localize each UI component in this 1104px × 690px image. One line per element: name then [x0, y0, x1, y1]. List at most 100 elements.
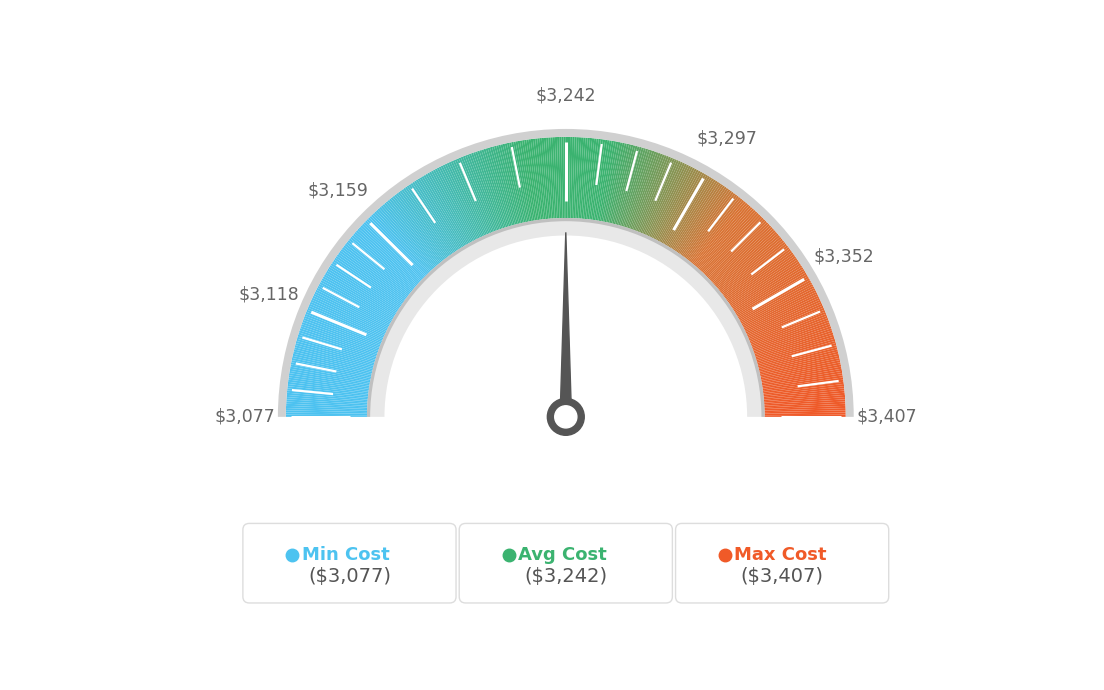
Wedge shape [714, 232, 777, 288]
Wedge shape [761, 375, 843, 389]
Wedge shape [319, 282, 393, 323]
Wedge shape [315, 292, 390, 330]
Wedge shape [659, 170, 701, 244]
Wedge shape [761, 373, 842, 388]
Wedge shape [606, 143, 625, 224]
Wedge shape [359, 227, 421, 284]
Wedge shape [293, 356, 373, 375]
Wedge shape [574, 137, 578, 220]
Wedge shape [311, 297, 388, 334]
Wedge shape [312, 295, 388, 333]
Wedge shape [708, 222, 768, 281]
Wedge shape [740, 284, 814, 324]
Wedge shape [322, 276, 395, 319]
Wedge shape [288, 382, 370, 394]
Wedge shape [396, 193, 447, 260]
Wedge shape [637, 156, 669, 233]
Wedge shape [747, 308, 825, 342]
Wedge shape [696, 206, 751, 269]
Wedge shape [355, 230, 418, 286]
Wedge shape [289, 373, 371, 388]
Wedge shape [397, 192, 448, 259]
Wedge shape [704, 217, 764, 277]
Wedge shape [587, 139, 598, 221]
Wedge shape [733, 268, 805, 314]
Wedge shape [728, 256, 796, 305]
Wedge shape [615, 146, 637, 226]
Wedge shape [364, 220, 425, 279]
Wedge shape [379, 207, 435, 270]
Wedge shape [746, 304, 822, 339]
Text: $3,077: $3,077 [214, 408, 275, 426]
Wedge shape [443, 164, 480, 239]
Wedge shape [477, 150, 505, 230]
Wedge shape [492, 146, 516, 226]
Wedge shape [582, 138, 590, 220]
Wedge shape [576, 137, 583, 220]
Wedge shape [580, 137, 587, 220]
Wedge shape [546, 137, 553, 220]
Wedge shape [650, 164, 687, 239]
Wedge shape [762, 391, 845, 400]
Wedge shape [417, 178, 463, 250]
FancyBboxPatch shape [676, 524, 889, 603]
Wedge shape [711, 227, 773, 284]
Wedge shape [555, 137, 560, 219]
Wedge shape [531, 139, 542, 221]
Wedge shape [665, 175, 709, 247]
Wedge shape [471, 152, 500, 231]
Wedge shape [453, 160, 488, 237]
Text: $3,407: $3,407 [857, 408, 917, 426]
Wedge shape [488, 148, 512, 228]
Wedge shape [479, 150, 507, 229]
Wedge shape [374, 211, 432, 273]
Wedge shape [707, 220, 767, 279]
Wedge shape [743, 294, 818, 331]
Wedge shape [381, 206, 436, 269]
Wedge shape [631, 152, 660, 231]
Wedge shape [697, 207, 753, 270]
Wedge shape [486, 148, 511, 228]
Wedge shape [287, 395, 369, 403]
Text: $3,297: $3,297 [696, 130, 757, 148]
Wedge shape [761, 368, 842, 384]
Wedge shape [616, 146, 639, 226]
Wedge shape [678, 186, 726, 255]
Wedge shape [745, 302, 821, 337]
Wedge shape [578, 137, 585, 220]
Wedge shape [732, 265, 803, 311]
Wedge shape [286, 411, 369, 414]
Wedge shape [734, 270, 806, 315]
Wedge shape [668, 177, 712, 248]
Wedge shape [740, 286, 815, 326]
Wedge shape [714, 233, 778, 288]
Wedge shape [302, 320, 381, 350]
Wedge shape [562, 137, 564, 219]
Wedge shape [583, 138, 592, 221]
Wedge shape [763, 411, 846, 414]
Wedge shape [348, 240, 413, 293]
Wedge shape [354, 232, 417, 288]
Wedge shape [542, 138, 550, 220]
Wedge shape [469, 153, 499, 232]
Wedge shape [723, 249, 790, 299]
Wedge shape [330, 263, 401, 310]
Wedge shape [741, 288, 815, 327]
Wedge shape [553, 137, 558, 220]
Wedge shape [762, 382, 843, 394]
Wedge shape [620, 148, 646, 228]
Wedge shape [287, 384, 370, 395]
Wedge shape [323, 275, 396, 318]
Wedge shape [327, 268, 399, 314]
Wedge shape [412, 181, 459, 252]
Wedge shape [762, 380, 843, 392]
Wedge shape [654, 166, 693, 241]
Wedge shape [763, 408, 846, 412]
Wedge shape [749, 312, 826, 344]
Wedge shape [385, 201, 440, 266]
Wedge shape [754, 333, 834, 359]
Wedge shape [591, 139, 603, 221]
Wedge shape [325, 273, 396, 317]
Wedge shape [427, 172, 469, 246]
Wedge shape [329, 265, 400, 311]
